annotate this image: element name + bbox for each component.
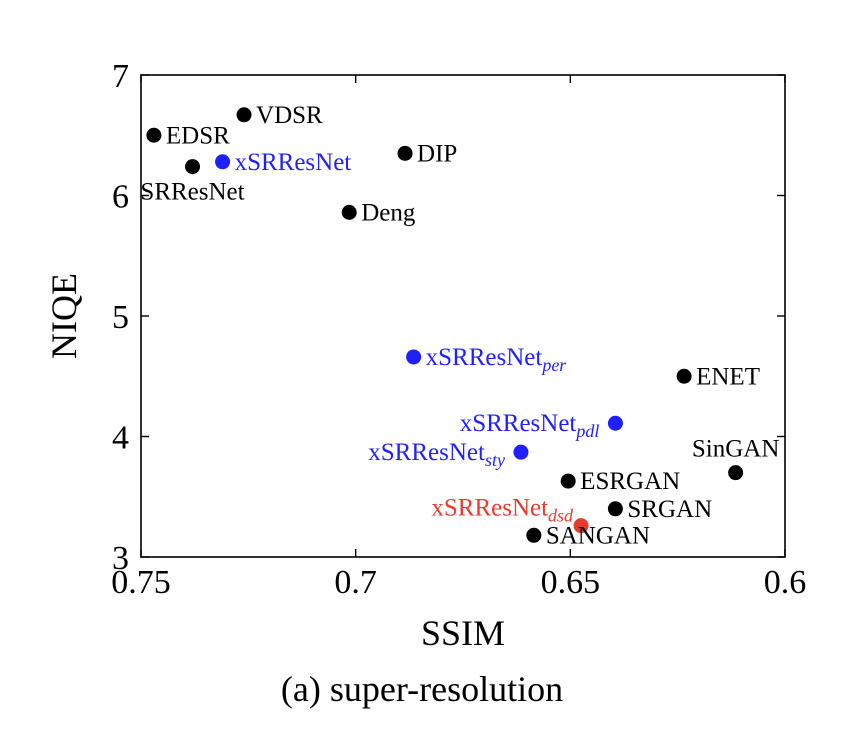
point-label-text: xSRResNet (431, 495, 548, 522)
x-tick-label: 0.7 (334, 564, 377, 601)
point-label: xSRResNetsty (368, 439, 505, 470)
point-label: xSRResNetdsd (431, 495, 574, 526)
point-label-text: xSRResNet (426, 344, 543, 371)
point-label-text: SANGAN (546, 522, 650, 549)
point-label-text: ESRGAN (580, 468, 680, 495)
point-label-subscript: per (540, 355, 567, 375)
point-label-text: SRGAN (627, 496, 712, 523)
point-label: DIP (417, 140, 457, 167)
point-label-text: DIP (417, 140, 457, 167)
data-point (397, 145, 413, 161)
x-axis-label: SSIM (421, 613, 505, 653)
point-label: EDSR (166, 122, 230, 149)
y-tick-label: 6 (112, 179, 129, 216)
point-label-text: VDSR (256, 102, 323, 129)
y-axis-label: NIQE (44, 273, 84, 359)
data-point (185, 159, 201, 175)
data-point (573, 518, 589, 534)
data-point (341, 204, 357, 220)
point-label-text: EDSR (166, 122, 230, 149)
point-label-text: SRResNet (140, 179, 244, 206)
point-label: Deng (361, 199, 416, 226)
scatter-chart: 0.75 0.7 0.65 0.6 3 4 5 6 7 EDSR VDSR xSRResNet SRR… (44, 58, 806, 653)
y-tick-label: 5 (112, 299, 129, 336)
x-tick-label: 0.65 (541, 564, 601, 601)
point-label: xSRResNetper (426, 344, 568, 375)
y-tick-label: 4 (112, 420, 129, 457)
point-label: xSRResNetpdl (460, 410, 600, 441)
point-label: SRResNet (140, 179, 244, 206)
axis-ticks: 0.75 0.7 0.65 0.6 3 4 5 6 7 (111, 58, 806, 601)
data-point (526, 527, 542, 543)
point-label: SRGAN (627, 496, 712, 523)
x-tick-label: 0.75 (111, 564, 171, 601)
data-points: EDSR VDSR xSRResNet SRResNet DIP Deng xSRResNe… (140, 102, 779, 550)
data-point (560, 473, 576, 489)
point-label-text: ENET (696, 363, 760, 390)
point-label-text: SinGAN (692, 436, 780, 463)
point-label: SinGAN (692, 436, 780, 463)
point-label-text: Deng (361, 199, 416, 226)
point-label-text: xSRResNet (368, 439, 485, 466)
point-label: ESRGAN (580, 468, 680, 495)
point-label: VDSR (256, 102, 323, 129)
data-point (215, 154, 231, 170)
y-tick-label: 3 (112, 540, 129, 577)
data-point (607, 501, 623, 517)
data-point (236, 107, 252, 123)
point-label-subscript: sty (485, 450, 505, 470)
figure-caption: (a) super-resolution (280, 669, 564, 709)
data-point (513, 444, 529, 460)
point-label-text: xSRResNet (235, 149, 352, 176)
data-point (676, 368, 692, 384)
point-label-text: xSRResNet (460, 410, 577, 437)
data-point (146, 127, 162, 143)
point-label: xSRResNet (235, 149, 352, 176)
point-label-subscript: dsd (548, 506, 574, 526)
y-tick-label: 7 (112, 58, 129, 95)
data-point (406, 349, 422, 365)
point-label-subscript: pdl (574, 421, 599, 441)
data-point (607, 415, 623, 431)
point-label: SANGAN (546, 522, 650, 549)
point-label: ENET (696, 363, 760, 390)
data-point (728, 465, 744, 481)
plot-frame (140, 74, 786, 558)
x-tick-label: 0.6 (764, 564, 807, 601)
